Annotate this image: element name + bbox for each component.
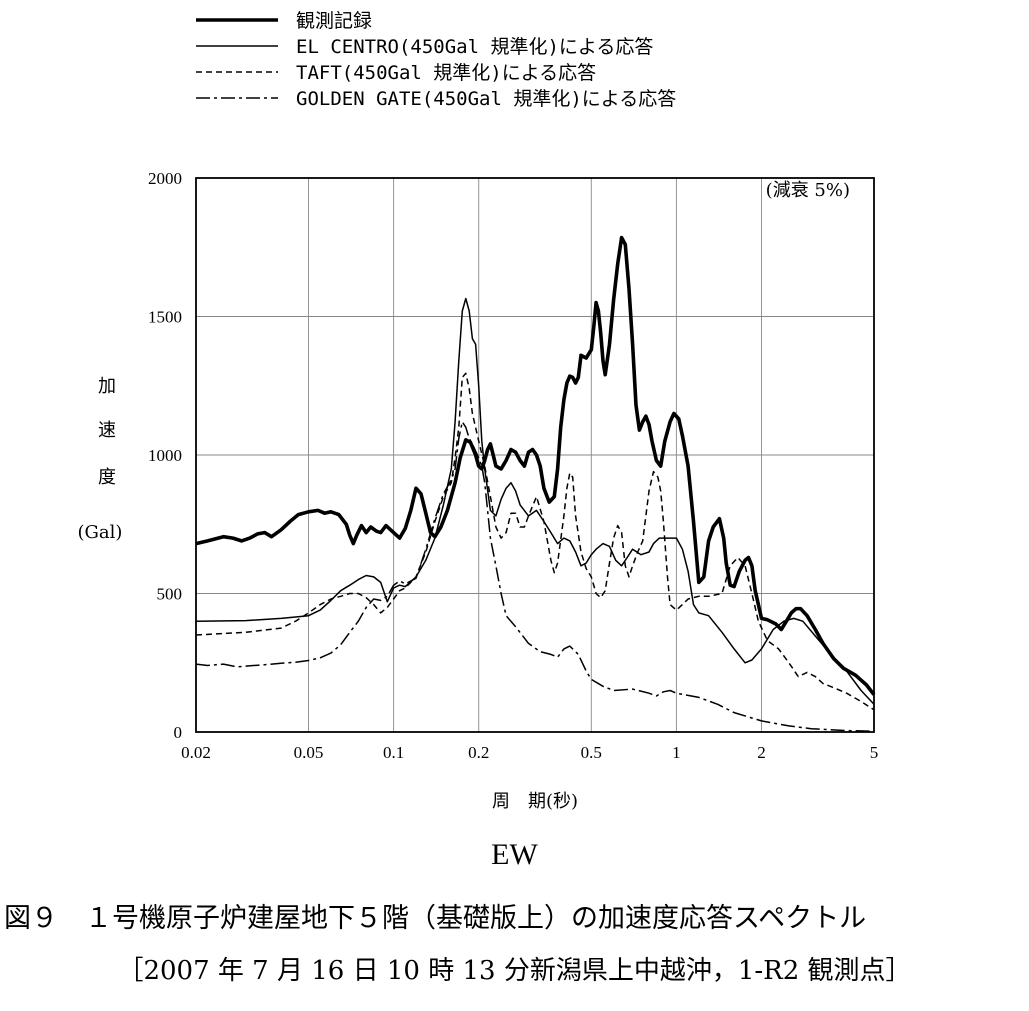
y-tick-label: 1500 xyxy=(148,308,182,327)
response-spectrum-chart: 観測記録 EL CENTRO(450Gal 規準化)による応答 TAFT(450Ga… xyxy=(78,10,879,812)
x-tick-label: 0.5 xyxy=(581,743,602,762)
series-line xyxy=(195,421,875,732)
grid-lines xyxy=(196,178,874,732)
y-axis-label-part: 度 xyxy=(98,467,116,488)
x-tick-label: 0.02 xyxy=(181,743,211,762)
damping-annotation: (減衰 5%) xyxy=(766,180,850,201)
figure-caption-detail: ［2007 年 7 月 16 日 10 時 13 分新潟県上中越沖，1-R2 観… xyxy=(117,956,912,986)
y-tick-label: 1000 xyxy=(148,446,182,465)
x-tick-label: 0.2 xyxy=(468,743,489,762)
y-axis-label-part: (Gal) xyxy=(78,522,123,543)
x-tick-label: 0.05 xyxy=(294,743,324,762)
legend: 観測記録 EL CENTRO(450Gal 規準化)による応答 TAFT(450Ga… xyxy=(196,10,676,110)
y-axis-label-part: 速 xyxy=(98,420,116,441)
chart-subtitle: EW xyxy=(491,838,538,871)
legend-label: 観測記録 xyxy=(296,10,372,32)
x-tick-label: 2 xyxy=(757,743,766,762)
series-layer xyxy=(195,235,876,732)
x-tick-label: 1 xyxy=(672,743,681,762)
series-line xyxy=(195,372,875,711)
x-tick-label: 0.1 xyxy=(383,743,404,762)
x-axis-ticks: 0.02 0.05 0.1 0.2 0.5 1 2 5 xyxy=(181,743,878,762)
y-tick-label: 2000 xyxy=(148,169,182,188)
y-tick-label: 500 xyxy=(157,585,183,604)
figure-caption: 図９ １号機原子炉建屋地下５階（基礎版上）の加速度応答スペクトル xyxy=(4,903,867,934)
y-axis-label-part: 加 xyxy=(98,376,116,397)
series-line xyxy=(195,235,876,696)
plot-area xyxy=(195,177,875,733)
y-axis-label: 加速度 (Gal) xyxy=(78,376,123,543)
legend-label: TAFT(450Gal 規準化)による応答 xyxy=(296,62,596,84)
x-axis-label: 周 期(秒) xyxy=(492,791,578,812)
x-tick-label: 5 xyxy=(870,743,879,762)
legend-label: GOLDEN GATE(450Gal 規準化)による応答 xyxy=(296,88,676,110)
legend-label: EL CENTRO(450Gal 規準化)による応答 xyxy=(296,36,653,58)
y-tick-label: 0 xyxy=(174,723,183,742)
y-axis-ticks: 0 500 1000 1500 2000 xyxy=(148,169,182,742)
